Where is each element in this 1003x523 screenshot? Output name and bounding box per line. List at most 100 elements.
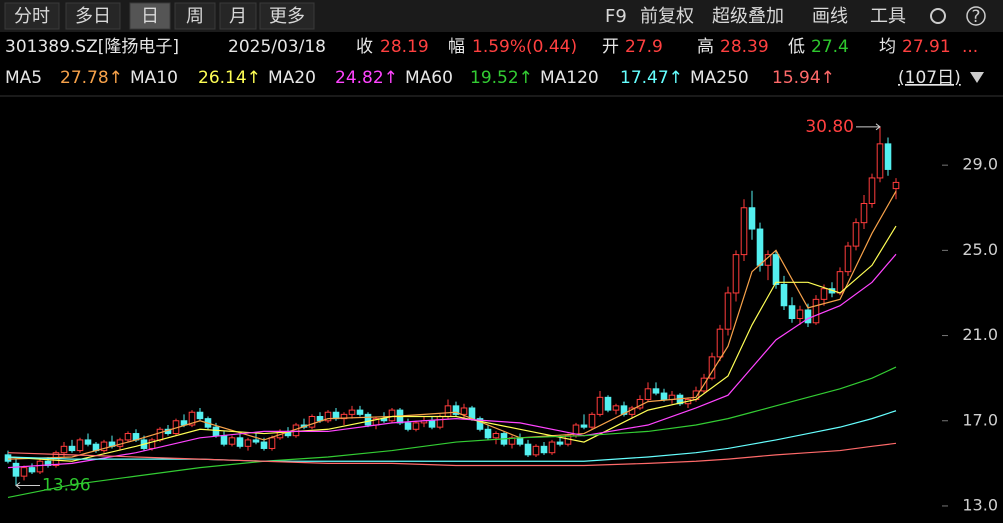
candle-body bbox=[4, 454, 12, 462]
candle-body bbox=[76, 439, 84, 452]
tab[interactable]: 月 bbox=[229, 6, 247, 27]
candle-body bbox=[84, 439, 92, 445]
candle-body bbox=[652, 388, 660, 394]
candle-body bbox=[788, 305, 796, 320]
y-tick-label: 17.0 bbox=[962, 410, 998, 429]
close-label: 收 bbox=[356, 37, 373, 57]
period-dropdown[interactable] bbox=[970, 72, 984, 83]
candle-body bbox=[892, 181, 900, 190]
annotation-arrow bbox=[856, 123, 881, 131]
low-label: 低 bbox=[788, 37, 805, 57]
candle-body bbox=[460, 407, 468, 415]
candle-body bbox=[620, 405, 628, 415]
avg-label: 均 bbox=[879, 37, 896, 57]
legend-value: 24.82↑ bbox=[335, 68, 398, 88]
avg: 27.91 bbox=[902, 37, 951, 57]
legend-name: MA120 bbox=[540, 68, 599, 88]
candle-body bbox=[740, 207, 748, 256]
legend-name: MA10 bbox=[130, 68, 178, 88]
help-icon[interactable] bbox=[966, 6, 986, 26]
help-glyph[interactable]: ? bbox=[971, 7, 980, 27]
candle-body bbox=[436, 416, 444, 428]
legend-value: 15.94↑ bbox=[772, 68, 835, 88]
candle-body bbox=[844, 245, 852, 273]
candle-body bbox=[732, 254, 740, 294]
candle-body bbox=[876, 143, 884, 179]
candle-body bbox=[804, 309, 812, 324]
high-label: 高 bbox=[697, 37, 714, 57]
legend-name: MA5 bbox=[5, 68, 42, 88]
candle-body bbox=[884, 143, 892, 170]
more[interactable]: ... bbox=[962, 37, 978, 57]
tab[interactable]: 分时 bbox=[14, 6, 50, 27]
ma-line bbox=[7, 442, 897, 467]
candle-body bbox=[516, 437, 524, 445]
candle-body bbox=[812, 298, 820, 324]
y-tick-label: 13.0 bbox=[962, 495, 998, 514]
candle-body bbox=[484, 428, 492, 439]
settings-icon[interactable] bbox=[930, 8, 946, 24]
tab-bg[interactable] bbox=[174, 2, 216, 30]
tab[interactable]: 周 bbox=[186, 6, 204, 27]
candle-body bbox=[772, 254, 780, 285]
y-tick-label: 25.0 bbox=[962, 240, 998, 259]
candle-body bbox=[724, 292, 732, 330]
tab[interactable]: 日 bbox=[141, 6, 159, 27]
change: 1.59%(0.44) bbox=[472, 37, 577, 57]
candle-body bbox=[588, 413, 596, 428]
candle-body bbox=[428, 420, 436, 428]
candle-body bbox=[412, 422, 420, 430]
candle-body bbox=[612, 405, 620, 411]
tab-bg[interactable] bbox=[259, 2, 315, 30]
tool[interactable]: 工具 bbox=[870, 6, 906, 27]
legend-name: MA60 bbox=[405, 68, 453, 88]
candle-body bbox=[756, 228, 764, 266]
candle-body bbox=[188, 411, 196, 426]
ma-line bbox=[7, 366, 897, 499]
candle-body bbox=[68, 445, 76, 452]
candle-body bbox=[468, 407, 476, 420]
candle-body bbox=[156, 428, 164, 441]
candle-body bbox=[532, 445, 540, 456]
candle-body bbox=[548, 441, 556, 454]
candle-body bbox=[796, 309, 804, 320]
open-label: 开 bbox=[602, 37, 619, 57]
tool[interactable]: 前复权 bbox=[640, 6, 694, 27]
candle-body bbox=[660, 392, 668, 400]
y-tick-label: 21.0 bbox=[962, 325, 998, 344]
candle-body bbox=[540, 445, 548, 454]
candle-body bbox=[556, 441, 564, 445]
candle-body bbox=[860, 203, 868, 224]
tab-bg[interactable] bbox=[65, 2, 121, 30]
period[interactable]: (107日) bbox=[898, 68, 961, 88]
candle-body bbox=[492, 433, 500, 439]
tab-bg[interactable] bbox=[4, 2, 60, 30]
open: 27.9 bbox=[625, 37, 663, 57]
tab-bg[interactable] bbox=[219, 2, 257, 30]
candle-body bbox=[780, 283, 788, 307]
tool[interactable]: 超级叠加 bbox=[712, 6, 784, 27]
candle-body bbox=[580, 424, 588, 428]
candle-body bbox=[244, 439, 252, 447]
candle-body bbox=[476, 418, 484, 430]
tool[interactable]: 画线 bbox=[812, 6, 848, 27]
y-tick-label: 29.0 bbox=[962, 155, 998, 174]
candle-body bbox=[124, 433, 132, 441]
tab[interactable]: 更多 bbox=[269, 6, 305, 27]
tab-bg[interactable] bbox=[129, 2, 171, 30]
legend-name: MA250 bbox=[690, 68, 749, 88]
candle-body bbox=[868, 177, 876, 205]
candle-body bbox=[564, 435, 572, 445]
tool[interactable]: F9 bbox=[605, 6, 627, 27]
candle-body bbox=[716, 328, 724, 358]
legend-value: 27.78↑ bbox=[60, 68, 123, 88]
candle-body bbox=[20, 467, 28, 477]
candle-body bbox=[452, 405, 460, 415]
tab[interactable]: 多日 bbox=[75, 6, 111, 27]
candle-body bbox=[28, 467, 36, 473]
candle-body bbox=[60, 445, 68, 454]
legend-value: 19.52↑ bbox=[470, 68, 533, 88]
candle-body bbox=[356, 409, 364, 415]
low: 27.4 bbox=[811, 37, 849, 57]
